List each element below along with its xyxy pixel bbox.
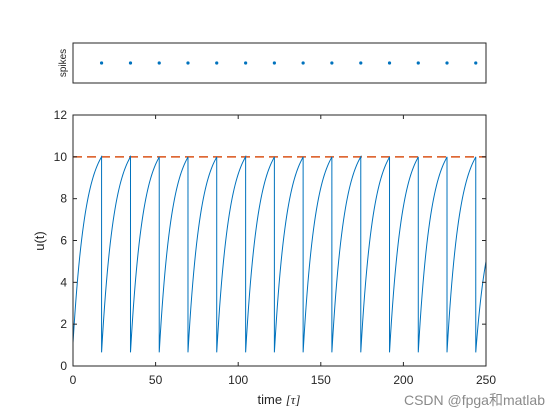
- x-tick-label: 50: [149, 373, 163, 387]
- y-tick-label: 2: [60, 317, 67, 331]
- spike-marker: [272, 61, 276, 65]
- membrane-plot-area: [73, 115, 486, 366]
- y-tick-label: 12: [54, 108, 68, 122]
- spike-marker: [99, 61, 104, 65]
- x-tick-label: 250: [476, 373, 496, 387]
- spike-marker: [359, 61, 363, 65]
- membrane-axes: 0 50 100 150 200 250 0 2 4 6 8 10 12 time [τ] u(t): [32, 108, 496, 407]
- x-axis-label-text: time: [258, 392, 286, 407]
- x-axis-label-symbol: [τ]: [286, 392, 301, 407]
- x-tick-label: 150: [311, 373, 331, 387]
- y-tick-label: 0: [60, 359, 67, 373]
- y-tick-label: 8: [60, 192, 67, 206]
- spikes-axes: spikes: [58, 42, 487, 84]
- x-axis-label: time [τ]: [258, 392, 301, 407]
- x-tick-label: 0: [70, 373, 77, 387]
- spike-marker: [128, 61, 133, 65]
- x-tick-label: 200: [393, 373, 413, 387]
- spike-marker: [157, 61, 161, 65]
- y-axis-label: u(t): [32, 231, 47, 251]
- spike-marker: [301, 61, 305, 65]
- spike-marker: [186, 61, 190, 65]
- x-tick-label: 100: [228, 373, 248, 387]
- y-tick-label: 6: [60, 234, 67, 248]
- spikes-ylabel: spikes: [58, 49, 69, 77]
- y-ticks: 0 2 4 6 8 10 12: [54, 108, 486, 373]
- spike-marker: [387, 61, 392, 65]
- spikes-plot-area: [72, 42, 487, 84]
- watermark: CSDN @fpga和matlab: [404, 392, 545, 408]
- spike-marker: [330, 61, 334, 65]
- spike-marker: [445, 61, 449, 65]
- x-ticks: 0 50 100 150 200 250: [70, 115, 496, 387]
- membrane-trace: [72, 154, 487, 353]
- spike-marker: [474, 61, 478, 65]
- spike-marker: [416, 61, 420, 65]
- y-tick-label: 10: [54, 150, 68, 164]
- y-tick-label: 4: [60, 275, 67, 289]
- spike-markers: [99, 61, 478, 65]
- spike-marker: [215, 61, 219, 65]
- spike-marker: [244, 61, 248, 65]
- trace-layer: [72, 154, 487, 353]
